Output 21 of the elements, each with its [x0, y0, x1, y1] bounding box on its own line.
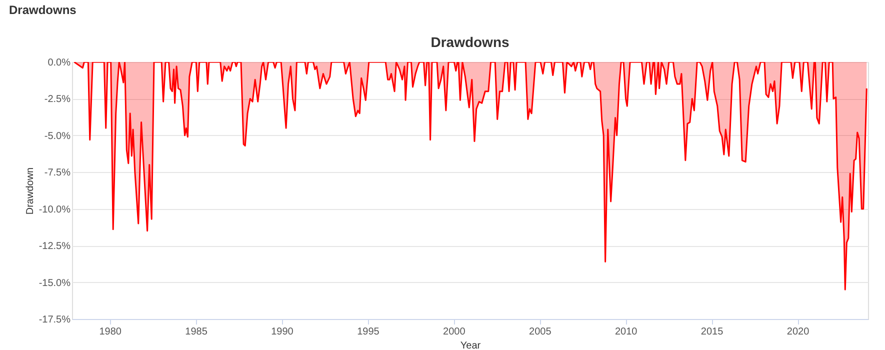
x-tick-label: 2000 — [443, 326, 466, 338]
x-tick-label: 1995 — [357, 326, 380, 338]
x-tick-label: 1990 — [271, 326, 294, 338]
y-tick-label: 0.0% — [48, 58, 71, 68]
x-tick-label: 2010 — [614, 326, 638, 338]
x-tick-label: 1980 — [99, 326, 122, 338]
x-tick-label: 2005 — [529, 326, 552, 338]
y-tick-label: -17.5% — [38, 314, 71, 326]
x-tick-label: 2015 — [700, 326, 724, 338]
y-tick-label: -12.5% — [38, 241, 71, 252]
x-tick-label: 1985 — [185, 326, 208, 338]
y-tick-label: -10.0% — [38, 204, 71, 216]
y-tick-label: -15.0% — [38, 278, 71, 289]
y-tick-label: -5.0% — [44, 130, 71, 142]
y-tick-label: -2.5% — [44, 94, 71, 106]
y-axis-title: Drawdown — [24, 167, 36, 215]
y-tick-label: -7.5% — [44, 168, 71, 179]
x-tick-label: 2020 — [786, 326, 810, 338]
chart-title: Drawdowns — [430, 34, 510, 50]
text: Drawdowns — [9, 3, 77, 17]
x-axis-title: Year — [460, 340, 482, 350]
